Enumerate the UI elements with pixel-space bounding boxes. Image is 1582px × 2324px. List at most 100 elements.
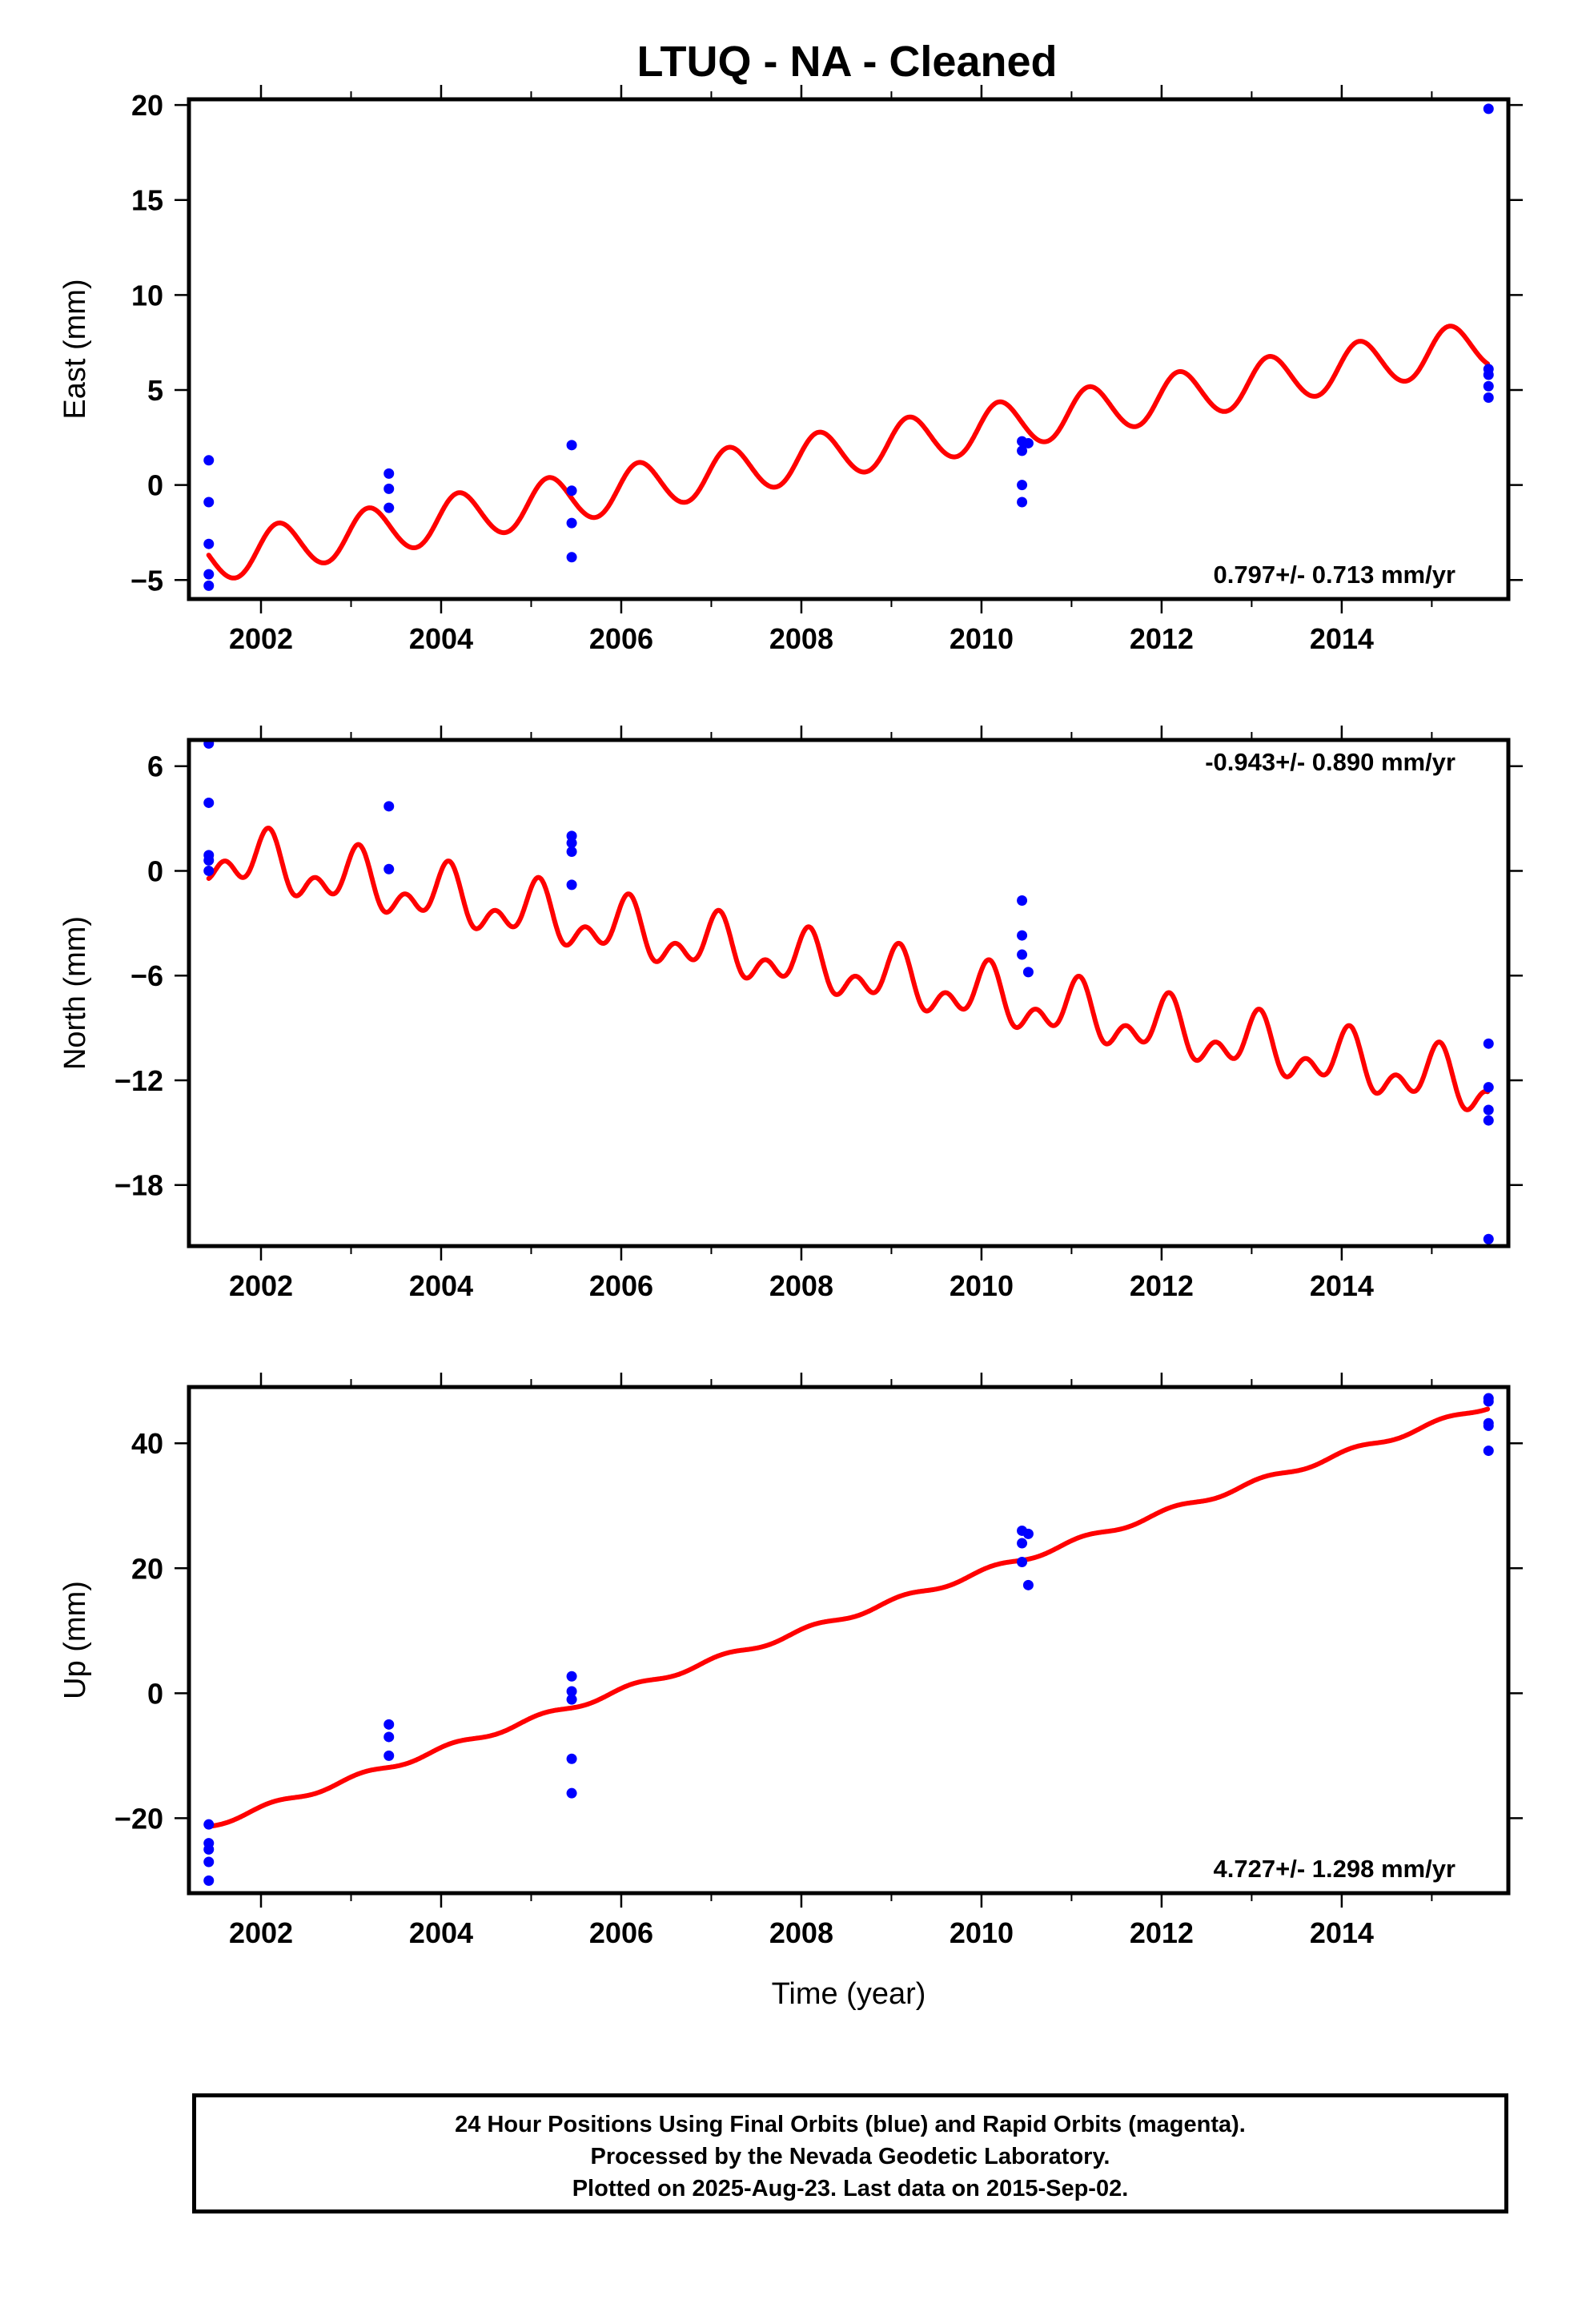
plot-frame: [187, 97, 1511, 601]
y-tick-label: 20: [131, 89, 163, 122]
x-tick-label: 2010: [950, 622, 1014, 655]
y-tick-label: −5: [130, 564, 163, 597]
y-axis-label: Up (mm): [58, 1581, 92, 1699]
y-tick-label: −6: [130, 959, 163, 992]
data-point: [383, 468, 395, 479]
data-point: [1483, 380, 1494, 392]
data-point: [566, 1694, 577, 1705]
y-tick-label: 0: [147, 1677, 163, 1710]
x-tick-label: 2002: [229, 622, 293, 655]
y-tick-label: 20: [131, 1552, 163, 1585]
x-tick-label: 2002: [229, 1269, 293, 1302]
data-point: [566, 838, 577, 849]
data-point: [203, 455, 215, 466]
footer-line-processed-by: Processed by the Nevada Geodetic Laborat…: [590, 2144, 1110, 2169]
chart-panels: 2002 2004 2006 2008 2010 2012 2014−505101520Ea…: [58, 85, 1523, 2011]
footer-line-plotted-date: Plotted on 2025-Aug-23. Last data on 201…: [572, 2176, 1129, 2201]
plot-frame: [187, 738, 1511, 1248]
x-tick-label: 2014: [1310, 1916, 1374, 1949]
x-tick-label: 2002: [229, 1916, 293, 1949]
y-tick-label: 10: [131, 279, 163, 312]
data-point: [1483, 103, 1494, 115]
data-point: [203, 854, 215, 866]
plot-frame: [187, 1385, 1511, 1896]
data-point: [383, 1750, 395, 1761]
data-point: [566, 1753, 577, 1764]
data-point: [203, 538, 215, 549]
data-point: [1017, 497, 1028, 508]
data-point: [383, 502, 395, 513]
y-tick-label: 15: [131, 184, 163, 217]
data-point: [1017, 1556, 1028, 1567]
data-point: [1483, 1115, 1494, 1126]
model-fit-line: [206, 826, 1491, 1112]
data-point: [1483, 1396, 1494, 1407]
panel-north: 2002 2004 2006 2008 2010 2012 2014 −18 −12 −6 0 6 No…: [58, 726, 1523, 1302]
x-tick-label: 2004: [409, 1269, 473, 1302]
data-point: [203, 1875, 215, 1886]
data-point: [566, 879, 577, 891]
x-tick-label: 2006: [589, 622, 653, 655]
footer-caption-box: 24 Hour Positions Using Final Orbits (bl…: [192, 2093, 1508, 2213]
data-point: [1022, 1528, 1034, 1539]
data-point: [1483, 1082, 1494, 1093]
x-tick-label: 2010: [950, 1916, 1014, 1949]
data-point: [566, 485, 577, 497]
data-point: [1017, 949, 1028, 960]
rate-label: 0.797+/- 0.713 mm/yr: [1214, 561, 1456, 589]
x-tick-label: 2012: [1130, 1269, 1194, 1302]
data-point: [1022, 1579, 1034, 1590]
x-axis-label: Time (year): [772, 1977, 926, 2011]
y-tick-label: −20: [114, 1802, 163, 1835]
x-tick-label: 2006: [589, 1916, 653, 1949]
y-tick-label: 5: [147, 374, 163, 407]
data-point: [1483, 392, 1494, 404]
y-tick-label: 6: [147, 750, 163, 783]
data-point: [1017, 930, 1028, 941]
data-point: [566, 440, 577, 451]
x-tick-label: 2004: [409, 622, 473, 655]
panel-up: 2002 2004 2006 2008 2010 2012 2014 −20 0 20 40 Up (…: [58, 1373, 1523, 2011]
data-point: [1483, 1038, 1494, 1049]
x-tick-label: 2014: [1310, 1269, 1374, 1302]
data-point: [203, 1844, 215, 1855]
x-tick-label: 2010: [950, 1269, 1014, 1302]
model-fit-line: [206, 324, 1491, 581]
panel-east: 2002 2004 2006 2008 2010 2012 2014 −5 0 5 10 15 20 Ea…: [58, 85, 1523, 655]
data-point: [383, 483, 395, 494]
data-point: [203, 865, 215, 876]
x-tick-label: 2006: [589, 1269, 653, 1302]
data-point: [1483, 1445, 1494, 1457]
data-point: [566, 1787, 577, 1799]
data-point: [383, 863, 395, 875]
data-point: [566, 552, 577, 563]
data-point: [1017, 895, 1028, 906]
data-point: [1483, 369, 1494, 380]
rate-label: 4.727+/- 1.298 mm/yr: [1214, 1855, 1456, 1883]
y-tick-label: 40: [131, 1427, 163, 1460]
y-axis-label: East (mm): [58, 279, 92, 419]
y-tick-label: 0: [147, 469, 163, 502]
data-point: [566, 1686, 577, 1697]
y-axis-label: North (mm): [58, 916, 92, 1070]
x-tick-label: 2008: [769, 1916, 833, 1949]
data-point: [1022, 437, 1034, 448]
data-point: [1017, 1538, 1028, 1549]
data-point: [203, 1856, 215, 1868]
data-point: [383, 1719, 395, 1730]
data-point: [1022, 967, 1034, 978]
footer-line-orbits: 24 Hour Positions Using Final Orbits (bl…: [455, 2112, 1246, 2137]
data-point: [1483, 1104, 1494, 1116]
data-point: [1017, 445, 1028, 456]
data-point: [1017, 480, 1028, 491]
data-point: [566, 1671, 577, 1682]
y-tick-label: −18: [114, 1169, 163, 1202]
rate-label: -0.943+/- 0.890 mm/yr: [1205, 748, 1456, 776]
data-point: [203, 797, 215, 808]
data-point: [383, 1731, 395, 1743]
x-tick-label: 2012: [1130, 1916, 1194, 1949]
data-point: [203, 580, 215, 591]
data-point: [1483, 1420, 1494, 1431]
figure-title: LTUQ - NA - Cleaned: [637, 38, 1058, 86]
